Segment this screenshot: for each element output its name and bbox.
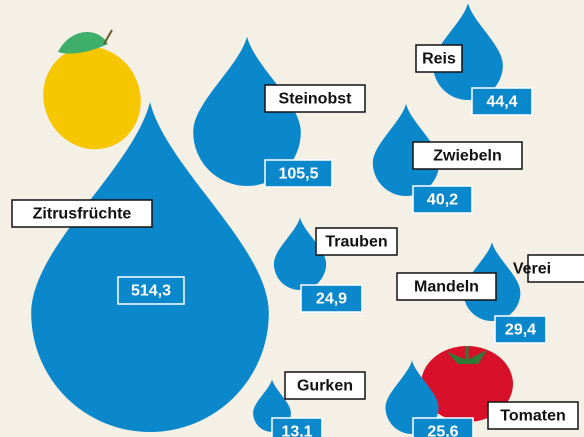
category-label: Steinobst	[279, 91, 353, 108]
value-box	[412, 185, 473, 214]
annotation-box	[527, 254, 584, 283]
value-box	[264, 159, 333, 188]
drop	[433, 3, 503, 100]
name-box	[396, 272, 497, 301]
labels: Zitrusfrüchte 514,3 Steinobst 105,5 Reis 44,4…	[11, 44, 584, 437]
value-box	[271, 417, 323, 437]
name-box	[315, 227, 398, 256]
name-box	[487, 401, 579, 430]
value-box	[412, 417, 474, 437]
value-box	[494, 315, 547, 344]
value-label: 24,9	[316, 291, 347, 308]
value-label: 44,4	[486, 94, 517, 111]
drop	[193, 36, 301, 187]
category-label: Zitrusfrüchte	[33, 206, 132, 223]
name-box	[264, 84, 366, 113]
name-box	[11, 199, 153, 228]
value-box	[471, 87, 533, 116]
value-box	[300, 284, 363, 313]
category-label: Reis	[422, 51, 456, 68]
value-label: 40,2	[427, 192, 458, 209]
value-label: 13,1	[281, 424, 312, 437]
value-label: 29,4	[505, 322, 536, 339]
drop	[31, 102, 269, 432]
lemon	[43, 29, 141, 150]
name-box	[284, 371, 366, 400]
drop	[385, 360, 439, 434]
value-label: 514,3	[131, 283, 171, 300]
value-label: 25,6	[427, 424, 458, 437]
drop	[372, 103, 440, 196]
category-label: Zwiebeln	[433, 148, 501, 165]
value-label: 105,5	[278, 166, 318, 183]
value-box	[117, 276, 185, 305]
annotation: Verei	[513, 261, 551, 278]
name-box	[412, 141, 523, 170]
category-label: Mandeln	[414, 279, 479, 296]
name-box	[415, 44, 463, 73]
drop	[273, 217, 327, 290]
category-label: Gurken	[297, 378, 353, 395]
category-label: Tomaten	[500, 408, 565, 425]
category-label: Trauben	[325, 234, 387, 251]
